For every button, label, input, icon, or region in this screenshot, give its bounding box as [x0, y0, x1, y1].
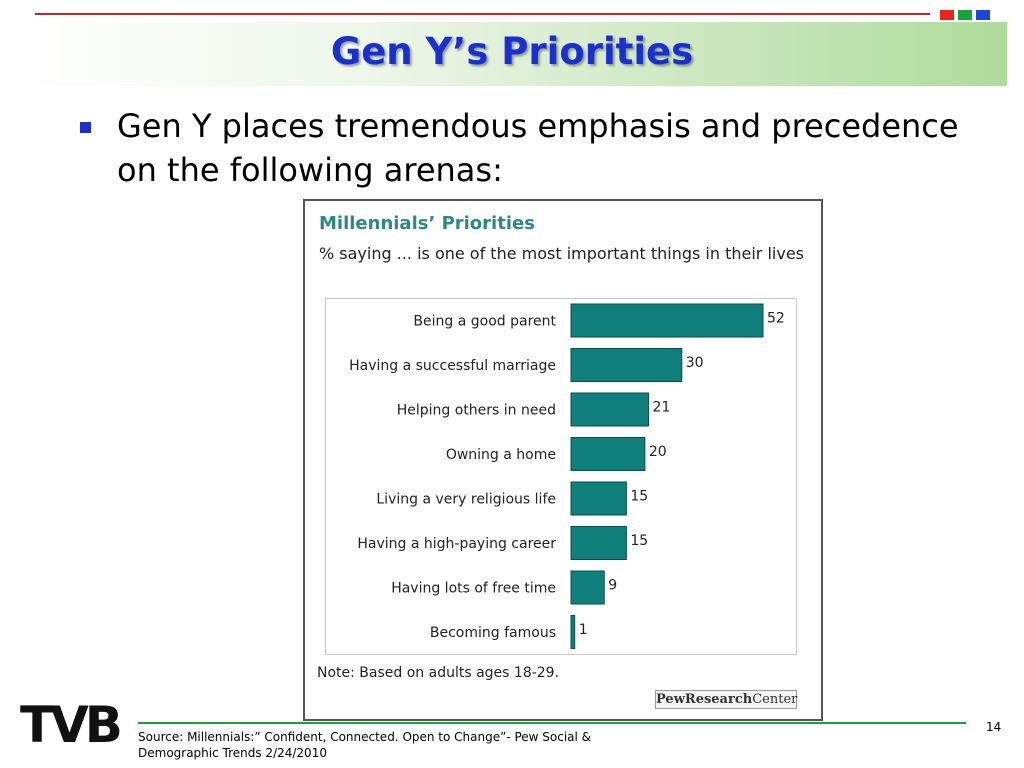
value-label: 30: [686, 355, 704, 371]
category-label: Helping others in need: [397, 403, 556, 419]
blue-square-icon: [976, 10, 990, 20]
value-label: 15: [630, 489, 648, 505]
value-label: 52: [767, 311, 785, 327]
category-label: Having a high-paying career: [357, 536, 556, 552]
pew-logo-part1: PewResearch: [656, 692, 753, 707]
bar: [570, 303, 764, 338]
category-label: Living a very religious life: [376, 492, 556, 508]
value-label: 1: [579, 622, 588, 638]
green-square-icon: [958, 10, 972, 20]
category-label: Having lots of free time: [391, 581, 556, 597]
bullet-text: Gen Y places tremendous emphasis and pre…: [117, 107, 959, 189]
source-citation: Source: Millennials:” Confident, Connect…: [138, 730, 592, 760]
category-label: Owning a home: [446, 447, 556, 463]
bullet-square-icon: [80, 122, 91, 133]
bar-chart-svg: Being a good parent 52 Having a successful…: [349, 303, 785, 649]
bar: [570, 526, 627, 560]
red-square-icon: [940, 10, 954, 20]
chart-title: Millennials’ Priorities: [319, 213, 535, 234]
value-label: 9: [608, 578, 617, 594]
chart-note: Note: Based on adults ages 18-29.: [317, 665, 560, 681]
bar: [570, 348, 683, 382]
bar: [570, 615, 576, 649]
pew-logo-part2: Center: [752, 692, 798, 707]
category-label: Being a good parent: [413, 314, 556, 330]
bar: [570, 392, 650, 427]
title-band: [20, 22, 1007, 86]
bar: [570, 570, 605, 605]
slide-title: Gen Y’s Priorities: [330, 30, 694, 73]
category-label: Having a successful marriage: [349, 358, 556, 374]
page-number: 14: [986, 720, 1002, 734]
pew-research-logo: PewResearchCenter: [655, 690, 797, 709]
category-label: Becoming famous: [430, 625, 556, 641]
tvb-logo: TVB: [20, 696, 123, 754]
value-label: 20: [649, 444, 667, 460]
top-divider-line: [35, 13, 930, 15]
plot-area: Being a good parent 52 Having a successful…: [325, 298, 797, 655]
chart-container: Millennials’ Priorities % saying ... is …: [303, 199, 823, 721]
bottom-divider-line: [138, 722, 966, 724]
bar: [570, 481, 627, 516]
bar: [570, 437, 646, 471]
chart-subtitle: % saying ... is one of the most importan…: [319, 244, 805, 263]
value-label: 21: [653, 400, 671, 416]
value-label: 15: [630, 533, 648, 549]
